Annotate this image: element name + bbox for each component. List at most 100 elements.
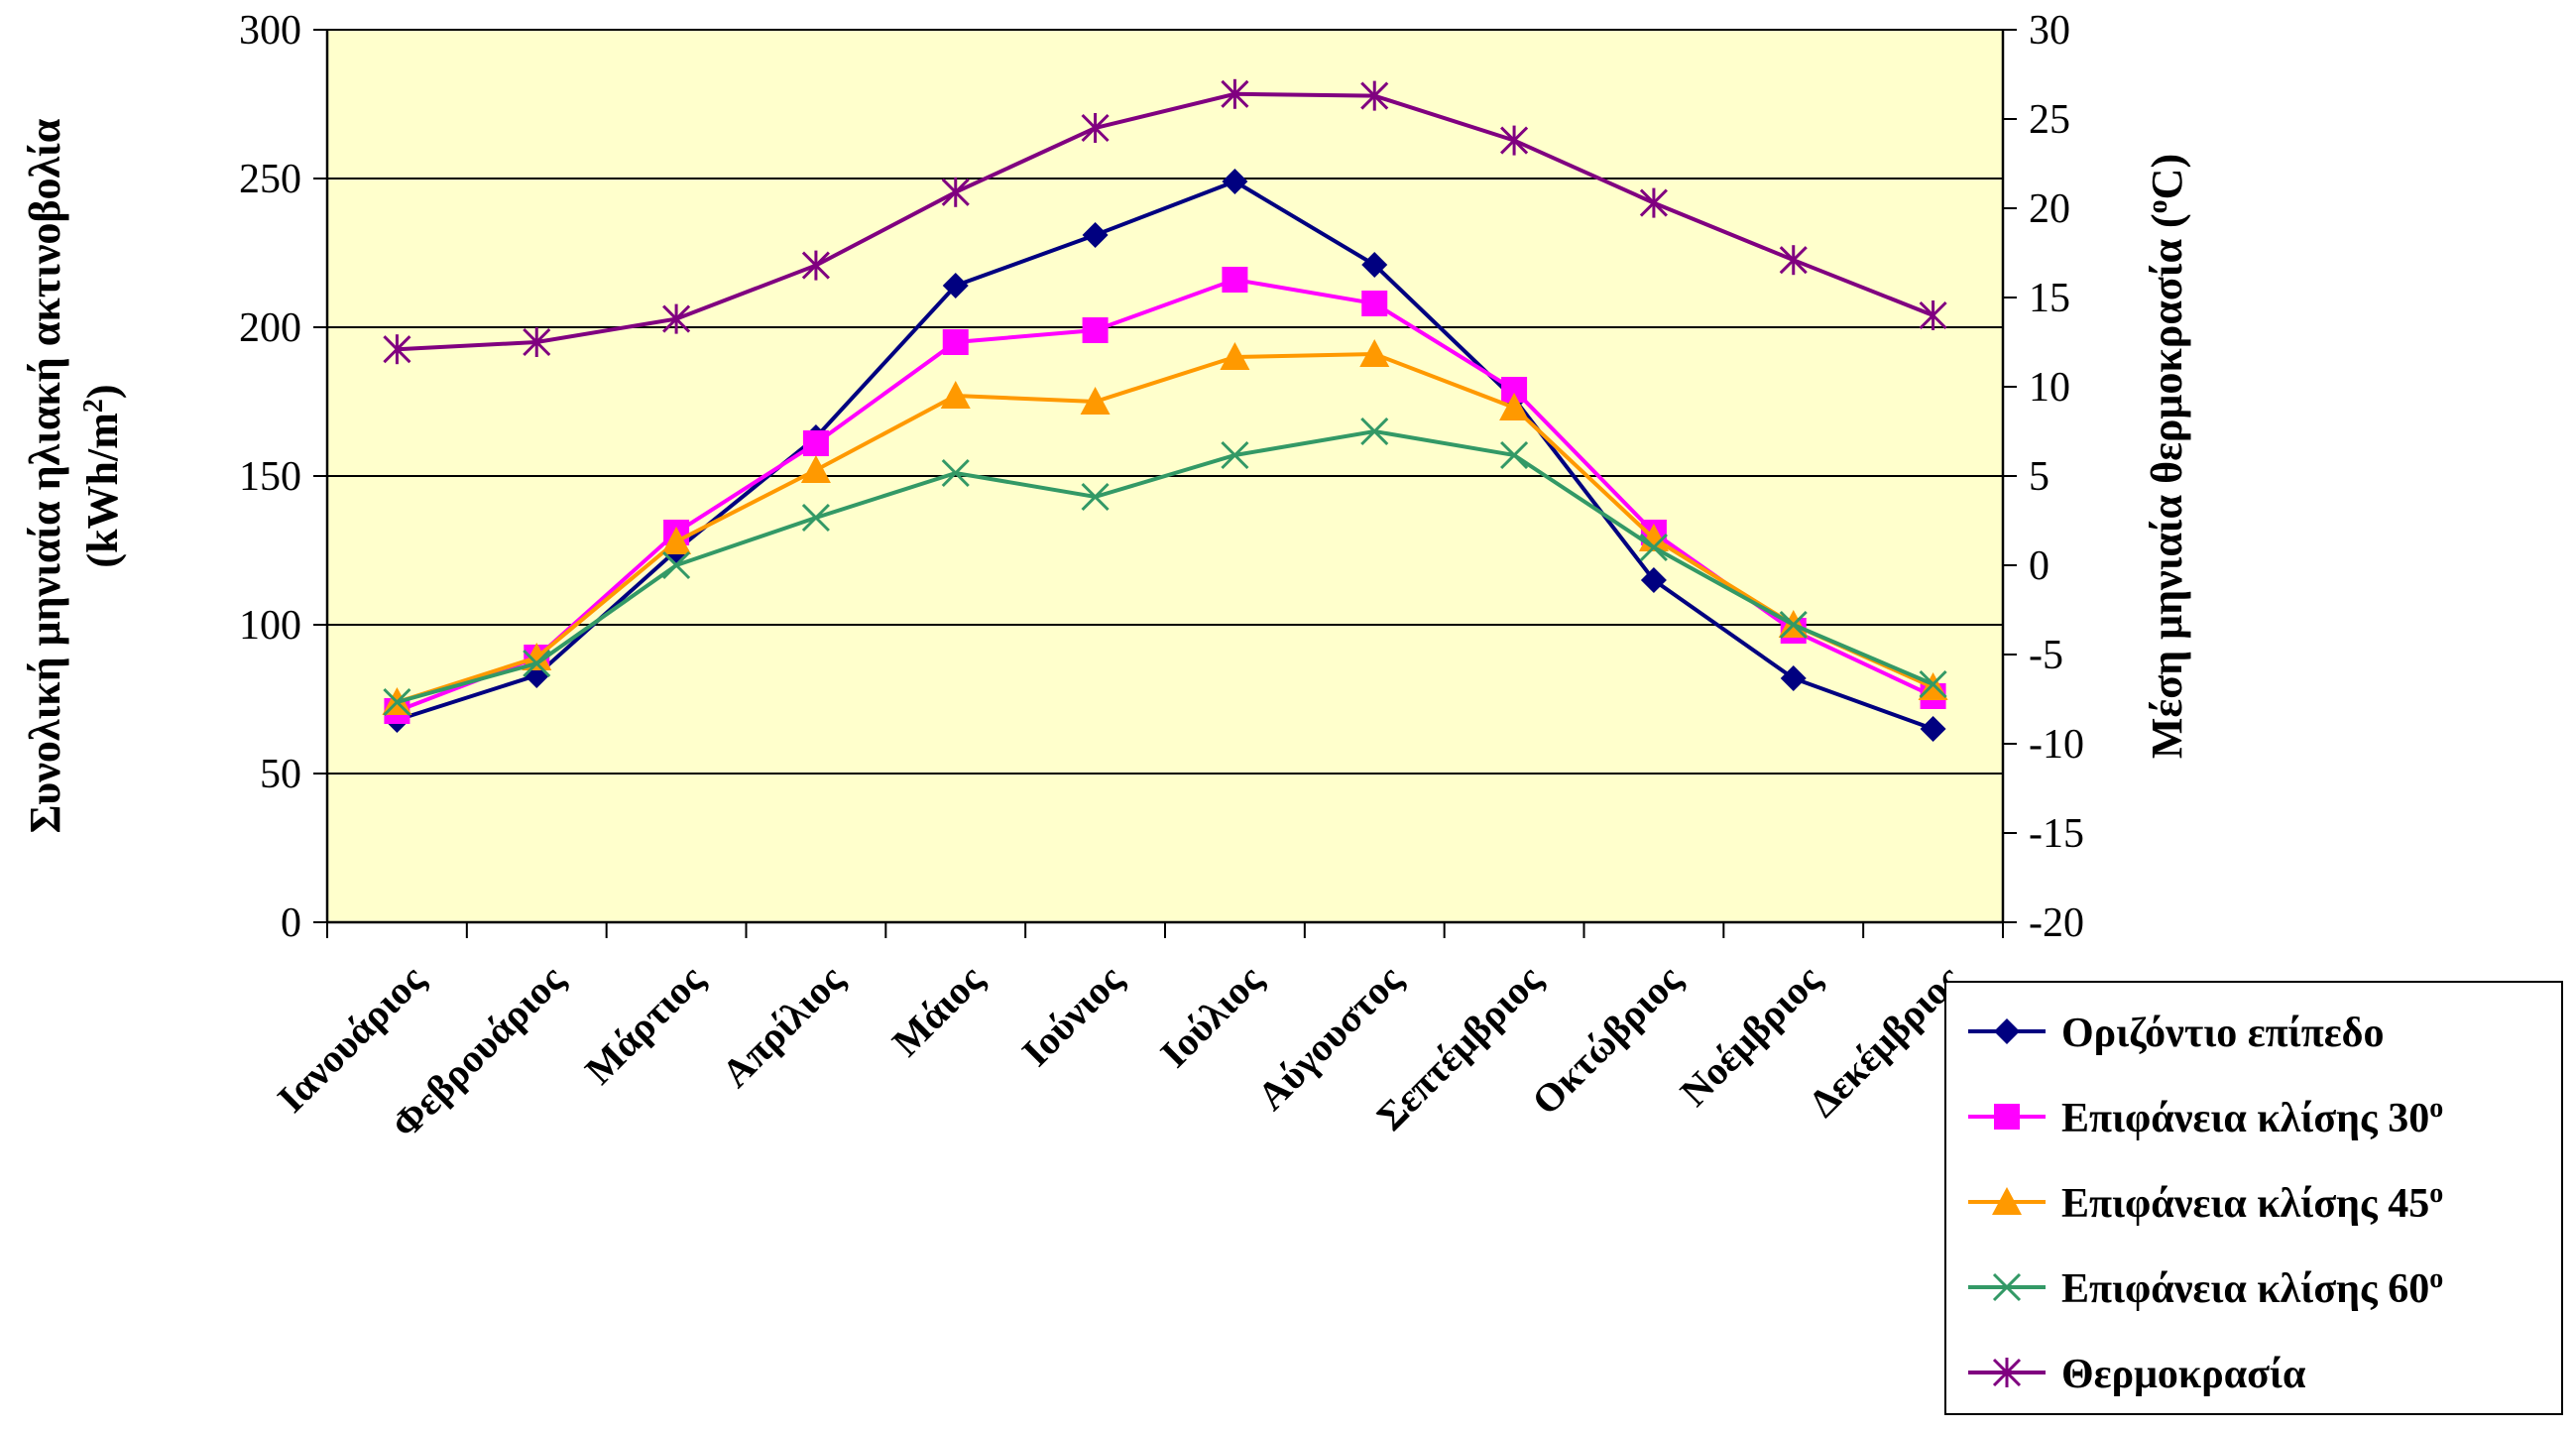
series-line-3 [396,428,1934,704]
series-0-point-4 [942,273,969,298]
left-tick-label-1: 50 [260,752,301,797]
series-3-point-2-b [662,550,691,580]
right-tick-label-2: -10 [2029,722,2084,768]
series-1-point-6 [1222,267,1248,293]
category-label-2: Μάρτιος [576,956,713,1093]
series-1-point-3 [802,430,829,456]
y-axis-title-unit: (kWh/m2) [78,384,128,567]
series-4-point-3 [801,250,830,281]
series-line-2 [396,351,1934,704]
y-axis-unit-close: ) [78,384,127,399]
series-0-point-11 [1920,716,1946,742]
right-tick-label-1: -15 [2029,811,2084,857]
series-2-point-5 [1080,387,1111,415]
legend-label-text-0: Οριζόντιο επίπεδο [2061,1011,2384,1056]
series-3-point-7 [1360,417,1389,446]
series-4-point-1 [523,327,551,357]
legend-label-3: Επιφάνεια κλίσης 60o [2061,1263,2443,1313]
series-line-0 [396,179,1934,731]
legend-label-text-2: Επιφάνεια κλίσης 45 [2061,1181,2429,1227]
series-4-point-6 [1221,78,1249,109]
series-1-point-7 [1361,291,1388,316]
legend-label-1: Επιφάνεια κλίσης 30o [2061,1093,2443,1142]
y-axis-unit-text: (kWh/m [78,413,127,567]
series-3-point-10 [1779,610,1808,640]
series-3-point-11 [1919,669,1947,699]
series-4-point-4 [941,177,970,207]
left-tick-label-0: 0 [281,900,301,946]
series-2-point-2 [661,527,692,554]
legend-item-0: Οριζόντιο επίπεδο [1968,1011,2384,1056]
series-3-point-1 [523,649,551,678]
series-0-point-6 [1222,169,1248,194]
series-4-point-5 [1081,113,1110,143]
left-tick-label-3: 150 [239,454,301,500]
y-axis-title: Συνολική μηνιαία ηλιακή ακτινοβολία [21,118,69,833]
series-2-point-4 [940,381,971,409]
series-3-point-6 [1221,440,1249,470]
legend-label-4: Θερμοκρασία [2061,1352,2306,1397]
legend-label-text-1: Επιφάνεια κλίσης 30 [2061,1096,2429,1141]
category-label-6: Ιούλιος [1151,956,1271,1076]
series-3-point-5 [1081,482,1110,512]
series-2-point-3 [800,455,831,483]
legend-item-3: Επιφάνεια κλίσης 60o [1968,1263,2443,1313]
series-2-point-6 [1220,342,1250,370]
left-axis-ticks: 0 50 100 150 200 250 300 [239,8,327,946]
right-tick-label-10: 30 [2029,8,2070,54]
series-2-point-8 [1499,393,1530,420]
series-3-point-1-b [523,649,551,678]
series-3-point-3-b [801,503,830,533]
legend-marker-3 [1992,1272,2022,1302]
legend-marker-3-b [1992,1272,2022,1302]
right-tick-label-0: -20 [2029,900,2084,946]
right-tick-label-7: 15 [2029,276,2070,321]
series-4-point-7 [1360,80,1389,111]
series-3-point-2 [662,550,691,580]
legend-label-sup-1: o [2429,1093,2443,1124]
legend-marker-1 [1994,1104,2020,1130]
series-3-point-4-b [941,458,970,488]
right-tick-label-6: 10 [2029,365,2070,411]
series-3-point-3 [801,503,830,533]
right-tick-label-5: 5 [2029,454,2049,500]
series-0-point-7 [1361,252,1388,278]
legend-marker-2 [1992,1187,2022,1215]
left-tick-label-2: 100 [239,603,301,649]
legend-label-2: Επιφάνεια κλίσης 45o [2061,1178,2443,1228]
legend-item-4: Θερμοκρασία [1968,1352,2306,1397]
left-tick-label-5: 250 [239,157,301,202]
y2-axis-title-text: Μέση μηνιαία θερμοκρασία ( [2143,213,2191,759]
series-2-point-7 [1359,339,1390,367]
series-0-point-10 [1780,665,1807,691]
series-group [382,78,1948,742]
series-3-point-0 [383,687,411,717]
series-line-1 [396,277,1934,713]
series-4-point-11 [1919,300,1947,330]
series-4-point-8 [1500,125,1529,156]
legend-marker-0 [1994,1018,2020,1044]
category-label-9: Οκτώβριος [1523,956,1691,1124]
left-tick-label-6: 300 [239,8,301,54]
legend-item-1: Επιφάνεια κλίσης 30o [1968,1093,2443,1142]
legend-label-text-3: Επιφάνεια κλίσης 60 [2061,1266,2429,1312]
category-label-5: Ιούνιος [1013,956,1132,1075]
series-4-point-0 [383,334,411,365]
series-4-point-2 [662,303,691,334]
series-3-point-6-b [1221,440,1249,470]
legend-label-text-4: Θερμοκρασία [2061,1352,2306,1397]
series-3-point-9 [1639,533,1668,562]
series-3-point-7-b [1360,417,1389,446]
legend-label-sup-3: o [2429,1263,2443,1294]
series-line-4 [397,91,1934,352]
series-1-point-4 [942,329,969,355]
series-3 [383,417,1947,717]
category-label-4: Μάιος [883,956,993,1065]
series-3-point-5-b [1081,482,1110,512]
series-4-point-10 [1779,245,1808,276]
series-4-point-9 [1639,187,1668,218]
series-3-point-0-b [383,687,411,717]
